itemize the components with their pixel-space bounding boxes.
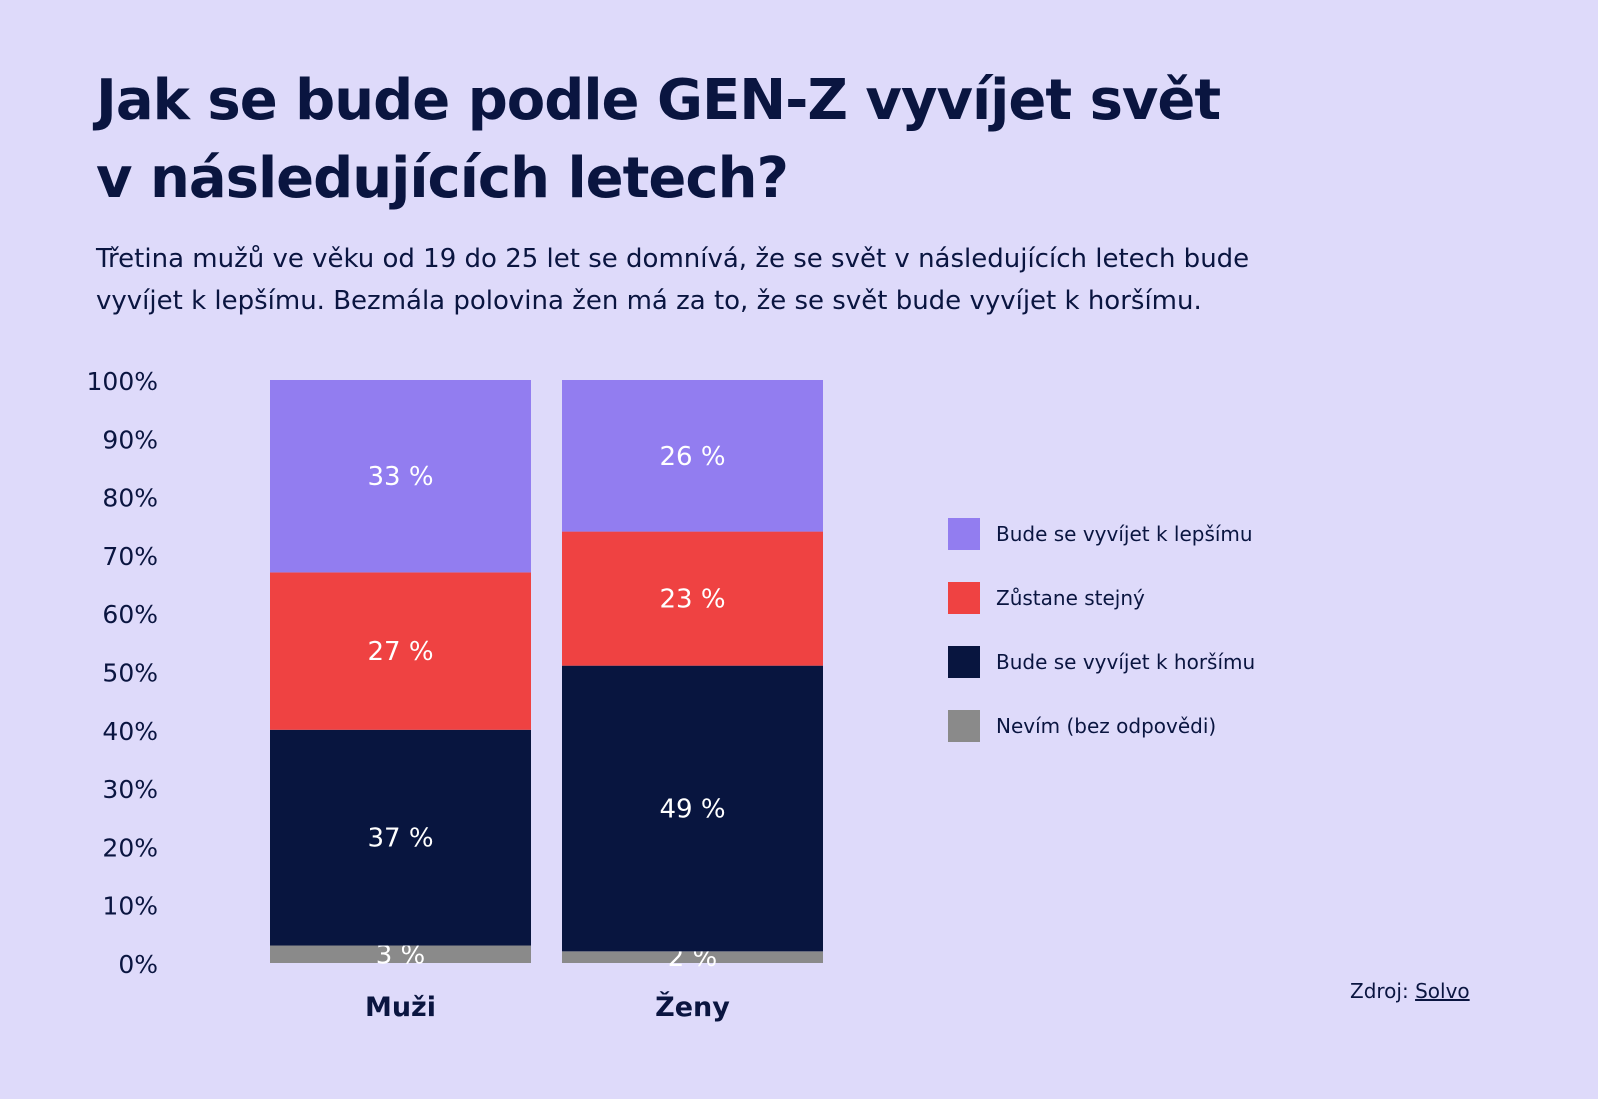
y-tick-label: 0% <box>118 950 158 979</box>
subtitle-line-2: vyvíjet k lepšímu. Bezmála polovina žen … <box>96 286 1202 316</box>
legend-label: Bude se vyvíjet k lepšímu <box>996 522 1253 546</box>
legend-swatch <box>948 582 980 614</box>
bar-segment <box>562 531 823 666</box>
legend-item: Zůstane stejný <box>948 582 1255 614</box>
data-label: 49 % <box>659 795 725 825</box>
legend-item: Bude se vyvíjet k horšímu <box>948 646 1255 678</box>
title-line-1: Jak se bude podle GEN-Z vyvíjet svět <box>96 68 1221 133</box>
source-link[interactable]: Solvo <box>1415 979 1470 1003</box>
source-prefix: Zdroj: <box>1350 979 1409 1003</box>
source-note: Zdroj: Solvo <box>1350 979 1470 1003</box>
legend-item: Nevím (bez odpovědi) <box>948 710 1255 742</box>
y-tick-label: 50% <box>102 659 158 688</box>
bar-segment <box>562 951 823 963</box>
chart-subtitle: Třetina mužů ve věku od 19 do 25 let se … <box>96 238 1396 322</box>
bar-segment <box>562 380 823 532</box>
bar-segment <box>270 945 531 963</box>
chart-title: Jak se bude podle GEN-Z vyvíjet svět v n… <box>96 62 1396 218</box>
y-tick-label: 80% <box>102 484 158 513</box>
y-tick-label: 10% <box>102 892 158 921</box>
data-label: 37 % <box>367 824 433 854</box>
y-tick-label: 30% <box>102 775 158 804</box>
y-tick-label: 90% <box>102 425 158 454</box>
bar-segment <box>270 380 531 573</box>
data-label: 26 % <box>659 442 725 472</box>
chart-legend: Bude se vyvíjet k lepšímu Zůstane stejný B… <box>948 518 1255 774</box>
category-label: Muži <box>365 992 436 1023</box>
y-tick-label: 60% <box>102 600 158 629</box>
legend-swatch <box>948 518 980 550</box>
y-tick-label: 40% <box>102 717 158 746</box>
bar-segment <box>270 572 531 730</box>
legend-item: Bude se vyvíjet k lepšímu <box>948 518 1255 550</box>
data-label: 27 % <box>367 637 433 667</box>
bar-segment <box>562 665 823 952</box>
category-label: Ženy <box>655 991 730 1023</box>
y-tick-label: 70% <box>102 542 158 571</box>
legend-label: Zůstane stejný <box>996 586 1145 610</box>
legend-swatch <box>948 710 980 742</box>
subtitle-line-1: Třetina mužů ve věku od 19 do 25 let se … <box>96 244 1250 274</box>
title-line-2: v následujících letech? <box>96 146 789 211</box>
data-label: 33 % <box>367 462 433 492</box>
legend-swatch <box>948 646 980 678</box>
legend-label: Nevím (bez odpovědi) <box>996 714 1217 738</box>
y-tick-label: 100% <box>87 367 158 396</box>
bar-segment <box>270 729 531 946</box>
y-tick-label: 20% <box>102 833 158 862</box>
data-label: 23 % <box>659 585 725 615</box>
legend-label: Bude se vyvíjet k horšímu <box>996 650 1256 674</box>
